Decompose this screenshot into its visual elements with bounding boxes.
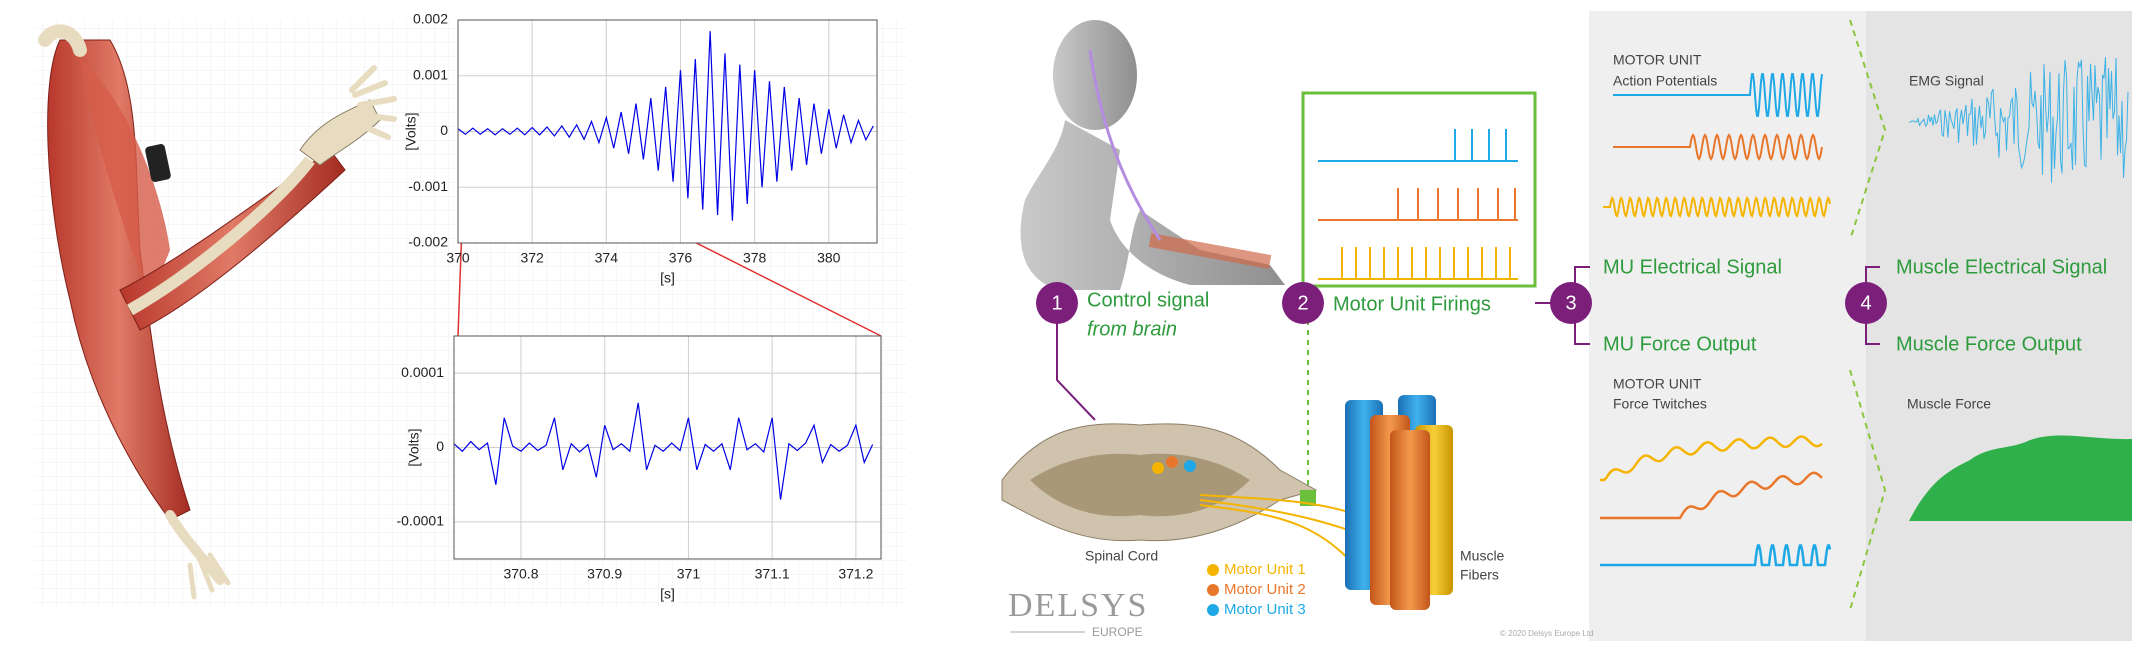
copyright: © 2020 Delsys Europe Ltd	[1500, 629, 1594, 638]
muscle-fibers-label: Fibers	[1460, 567, 1499, 583]
plot-frame	[457, 19, 878, 244]
panel-caption: Force Twitches	[1613, 396, 1707, 412]
y-tick-label: 0	[436, 438, 444, 454]
legend-label: Motor Unit 2	[1224, 581, 1306, 598]
step-output: Muscle Force Output	[1896, 333, 2082, 355]
legend-swatch	[1207, 584, 1219, 596]
spinal-cord	[1001, 423, 1421, 601]
x-tick-label: 376	[669, 250, 693, 266]
motor-unit-firings	[1318, 129, 1518, 280]
x-tick-label: 374	[595, 250, 619, 266]
panel-caption: Muscle Force	[1907, 396, 1991, 412]
brand-sub: EUROPE	[1092, 625, 1143, 639]
force-twitch	[1600, 471, 1823, 520]
pulse-train	[1318, 129, 1518, 162]
x-tick-label: 372	[520, 250, 544, 266]
panel-caption: EMG Signal	[1909, 73, 1984, 89]
step-number: 3	[1565, 292, 1576, 314]
x-axis-label: [s]	[660, 270, 675, 286]
panel-caption: MOTOR UNIT	[1613, 52, 1702, 68]
force-twitch	[1600, 435, 1823, 482]
step-label: from brain	[1087, 318, 1177, 340]
step-output: Muscle Electrical Signal	[1896, 256, 2107, 278]
signal-line	[453, 402, 874, 500]
x-tick-label: 371	[677, 566, 701, 582]
step-output: MU Force Output	[1603, 333, 1757, 355]
muscle-fibers	[1345, 395, 1453, 610]
signal-line	[457, 31, 874, 221]
x-tick-label: 378	[743, 250, 767, 266]
step-label: Control signal	[1087, 289, 1209, 311]
step-output: MU Electrical Signal	[1603, 256, 1782, 278]
action-potential	[1603, 196, 1831, 218]
action-potential	[1613, 133, 1823, 161]
y-tick-label: 0.002	[413, 11, 448, 27]
x-tick-label: 370.8	[503, 566, 538, 582]
x-axis-label: [s]	[660, 586, 675, 602]
firings-box	[1301, 91, 1537, 288]
legend-swatch	[1207, 604, 1219, 616]
chart: -0.002 -0.001 0 0.001 0.002 370 372 374 376 378 38…	[403, 11, 878, 286]
chart: -0.0001 0 0.0001 370.8 370.9 371 371.1 371.2 [s]…	[397, 335, 882, 602]
emg-burst	[1908, 57, 2129, 183]
panel-caption: MOTOR UNIT	[1613, 376, 1702, 392]
legend-label: Motor Unit 1	[1224, 561, 1306, 578]
x-tick-label: 371.1	[755, 566, 790, 582]
y-axis-label: [Volts]	[406, 428, 422, 466]
y-tick-label: -0.001	[408, 178, 448, 194]
legend-swatch	[1207, 564, 1219, 576]
step-number: 1	[1051, 292, 1062, 314]
step-label: Motor Unit Firings	[1333, 293, 1491, 315]
step-number: 4	[1860, 292, 1871, 314]
illustrative-signals	[1600, 57, 2129, 567]
pulse-train	[1318, 247, 1518, 280]
pulse-train	[1318, 188, 1518, 221]
spinal-cord-label: Spinal Cord	[1085, 548, 1158, 564]
panel-caption: Action Potentials	[1613, 73, 1717, 89]
muscle-fibers-label: Muscle	[1460, 548, 1505, 564]
force-twitch	[1600, 544, 1832, 567]
brand: DELSYS	[1008, 587, 1148, 624]
human-figure	[1020, 20, 1285, 290]
y-axis-label: [Volts]	[403, 112, 419, 150]
y-tick-label: 0	[440, 122, 448, 138]
step-number: 2	[1297, 292, 1308, 314]
muscle-force-curve	[1909, 435, 2132, 521]
y-tick-label: 0.0001	[401, 364, 444, 380]
y-tick-label: 0.001	[413, 66, 448, 82]
y-tick-label: -0.0001	[397, 513, 445, 529]
step-markers: 1 2 3 4	[1036, 282, 1887, 324]
x-tick-label: 370.9	[587, 566, 622, 582]
action-potential	[1613, 73, 1823, 117]
x-tick-label: 380	[817, 250, 841, 266]
x-tick-label: 371.2	[838, 566, 873, 582]
y-tick-label: -0.002	[408, 234, 448, 250]
plot-frame	[453, 335, 882, 560]
legend: Motor Unit 1 Motor Unit 2 Motor Unit 3	[1207, 561, 1306, 618]
x-tick-label: 370	[446, 250, 470, 266]
legend-label: Motor Unit 3	[1224, 601, 1306, 618]
